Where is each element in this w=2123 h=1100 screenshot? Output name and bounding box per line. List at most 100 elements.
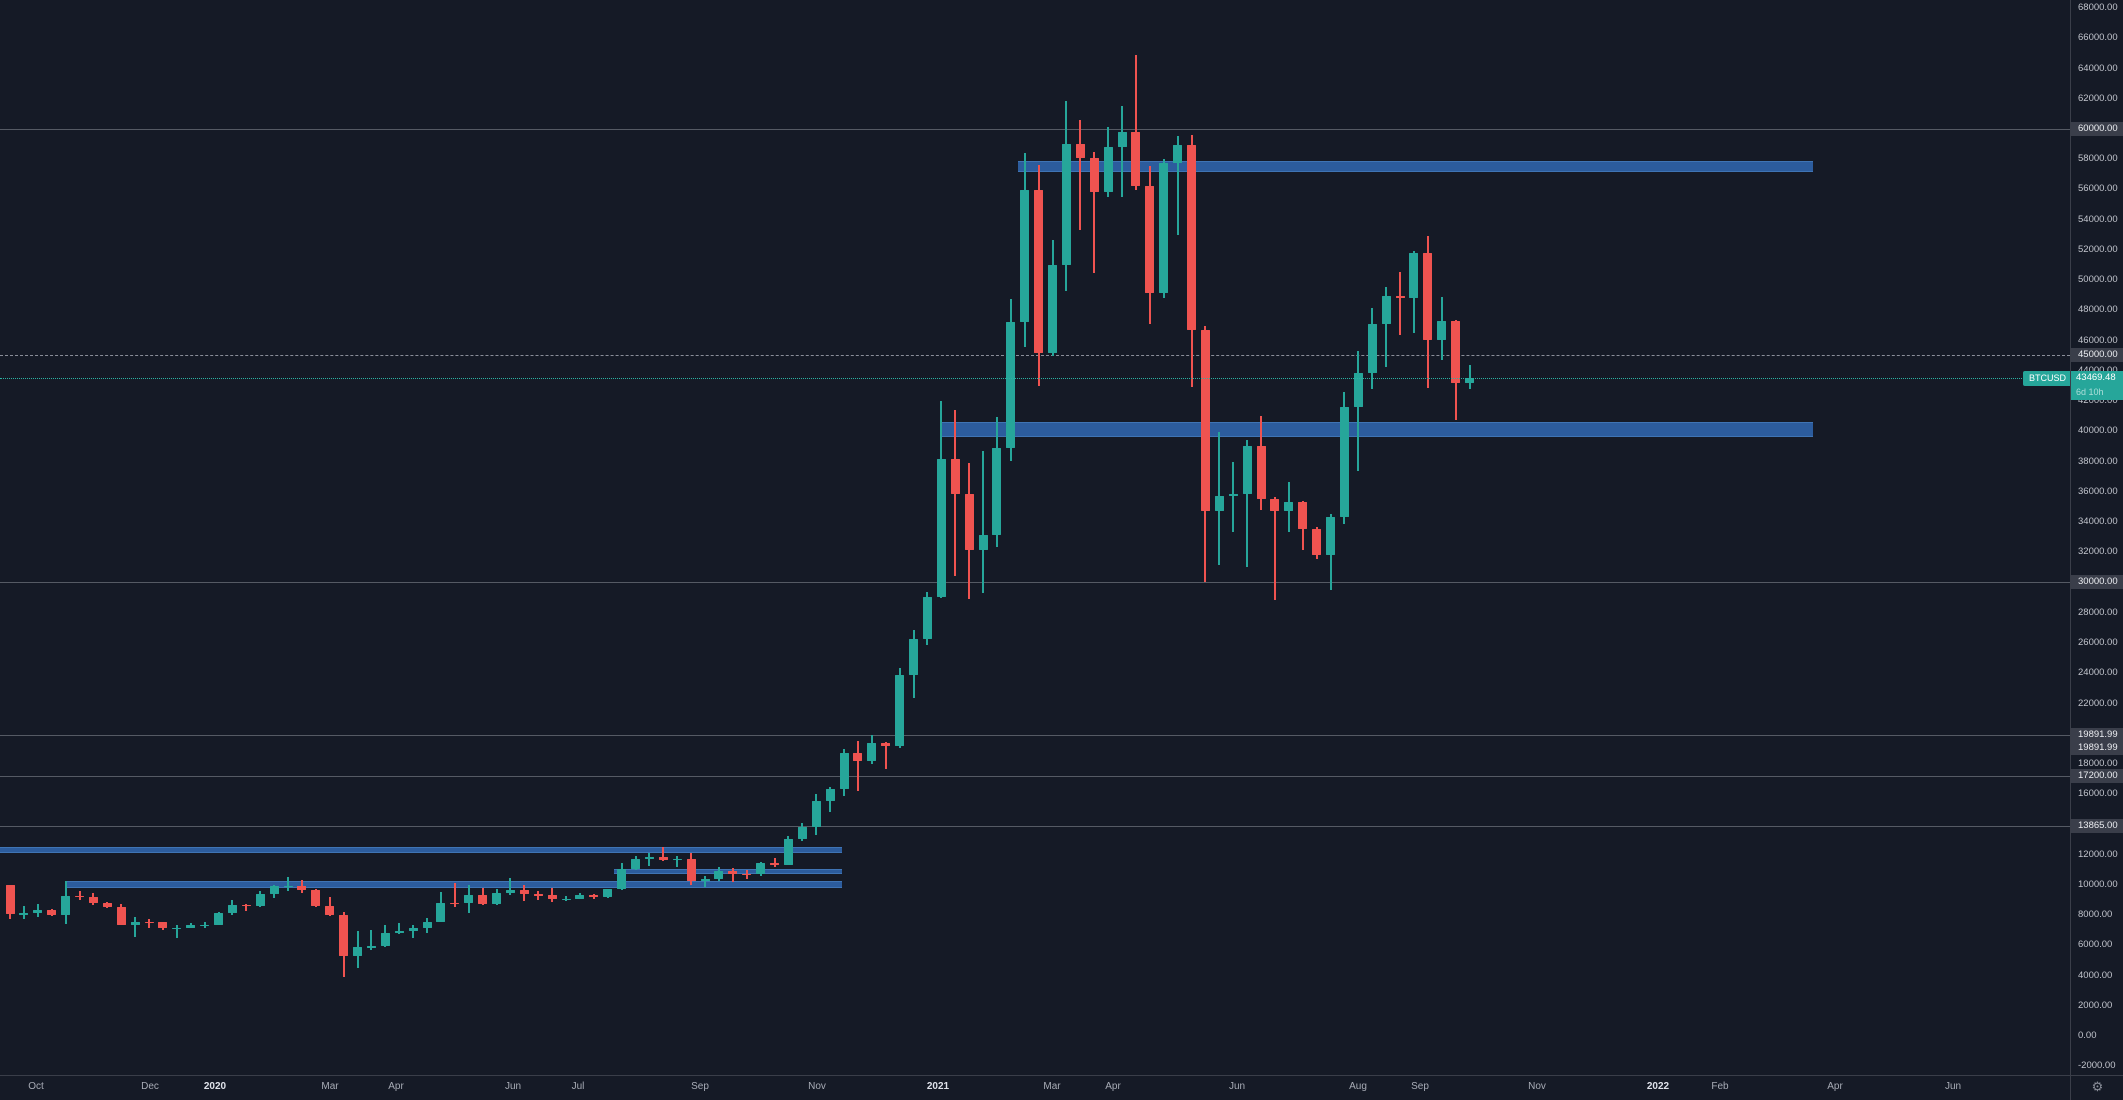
candle-wick (453, 883, 456, 907)
price-axis[interactable]: 68000.00 66000.00 64000.00 62000.00 60000.00… (2070, 0, 2123, 1075)
candle-wick (982, 451, 984, 594)
price-tick-label: 16000.00 (2078, 788, 2118, 800)
candle-body (1228, 494, 1238, 496)
candle-body (533, 894, 543, 896)
candle-body (950, 458, 960, 495)
candle-body (853, 753, 863, 761)
candle-body (186, 925, 196, 928)
candle-body (339, 914, 349, 956)
candle-body (770, 862, 779, 865)
candle-body (61, 895, 71, 916)
price-tick-label: 28000.00 (2078, 606, 2118, 618)
candle-body (214, 913, 223, 925)
zone-rectangle-demand-11k[interactable] (614, 869, 842, 874)
price-tick-label: 8000.00 (2078, 909, 2113, 921)
candle-body (617, 868, 627, 890)
candle-body (797, 827, 807, 840)
horizontal-price-line[interactable] (0, 582, 2070, 584)
candle-body (1034, 190, 1044, 354)
candle-wick (731, 868, 734, 883)
time-axis-year-label: 2020 (203, 1081, 227, 1092)
candle-body (1006, 322, 1016, 448)
axis-settings-corner: ⚙ (2070, 1075, 2123, 1100)
gear-icon[interactable]: ⚙ (2091, 1079, 2104, 1094)
price-tick-label: 12000.00 (2078, 848, 2118, 860)
price-line-badge: 17200.00 (2071, 768, 2123, 783)
candle-body (478, 895, 488, 904)
price-tick-label: 2000.00 (2078, 999, 2113, 1011)
candle-body (700, 879, 710, 881)
candle-wick (1134, 55, 1137, 191)
candle-body (450, 902, 460, 905)
candle-body (631, 859, 640, 869)
price-tick-label: 48000.00 (2078, 304, 2118, 316)
price-tick-label: 66000.00 (2078, 32, 2118, 44)
candle-body (325, 905, 335, 915)
price-line-badge: 60000.00 (2071, 121, 2123, 136)
price-tick-label: 36000.00 (2078, 485, 2118, 497)
time-axis-month-label: Jun (1944, 1081, 1962, 1092)
candle-body (881, 742, 891, 747)
price-tick-label: 50000.00 (2078, 274, 2118, 286)
price-line-badge: 19891.99 (2071, 740, 2123, 755)
zone-rectangle-demand-40k[interactable] (940, 421, 1813, 437)
price-tick-label: 42000.00 (2078, 395, 2118, 407)
candle-body (464, 895, 474, 904)
candle-body (172, 927, 182, 930)
zone-rectangle-demand-12k[interactable] (0, 846, 842, 854)
candle-wick (509, 877, 512, 895)
candle-wick (287, 876, 289, 891)
time-axis-month-label: Dec (141, 1081, 159, 1092)
candle-body (1173, 145, 1183, 163)
horizontal-price-line[interactable] (0, 128, 2070, 130)
candle-wick (1079, 120, 1082, 230)
candle-body (783, 839, 793, 865)
dashed-price-line[interactable] (0, 355, 2070, 357)
candle-body (603, 889, 613, 898)
candle-body (1423, 253, 1433, 340)
time-axis-month-label: Feb (1711, 1081, 1729, 1092)
candle-body (1200, 329, 1210, 512)
candle-body (519, 889, 529, 895)
candle-wick (1357, 350, 1360, 472)
price-tick-label: 6000.00 (2078, 939, 2113, 951)
candle-body (589, 895, 599, 898)
candle-wick (856, 740, 859, 791)
price-tick-label: 38000.00 (2078, 455, 2118, 467)
candle-wick (1246, 440, 1249, 567)
candle-body (158, 922, 168, 929)
time-axis-month-label: Nov (808, 1081, 826, 1092)
candle-body (686, 858, 696, 881)
candle-body (505, 889, 515, 893)
zone-rectangle-supply-57k[interactable] (1018, 161, 1813, 172)
candle-body (1437, 321, 1447, 340)
candle-body (1256, 446, 1266, 499)
candle-body (658, 856, 668, 860)
candle-body (825, 789, 835, 802)
candle-body (1326, 517, 1335, 555)
candle-wick (662, 847, 665, 862)
price-tick-label: 44000.00 (2078, 364, 2118, 376)
candle-body (144, 921, 154, 924)
candle-wick (370, 930, 373, 950)
horizontal-price-line[interactable] (0, 826, 2070, 828)
candle-body (102, 902, 112, 908)
horizontal-price-line[interactable] (0, 775, 2070, 777)
candle-body (1103, 147, 1113, 192)
time-axis[interactable]: Oct Dec 2020 Mar Apr Jun Jul Sep Nov 2021 Mar Apr Ju… (0, 1075, 2070, 1100)
price-tick-label: 24000.00 (2078, 667, 2118, 679)
horizontal-price-line[interactable] (0, 734, 2070, 736)
candle-wick (648, 852, 651, 866)
time-axis-month-label: Apr (1827, 1081, 1843, 1092)
candle-body (1159, 162, 1169, 294)
candle-body (116, 907, 126, 925)
candle-body (1131, 132, 1141, 186)
chart-pane[interactable]: BTCUSD (0, 0, 2070, 1075)
candle-body (311, 889, 321, 906)
time-axis-month-label: Mar (1043, 1081, 1061, 1092)
price-tick-label: 58000.00 (2078, 153, 2118, 165)
candle-wick (773, 858, 776, 867)
time-axis-month-label: Nov (1528, 1081, 1546, 1092)
price-tick-label: 22000.00 (2078, 697, 2118, 709)
